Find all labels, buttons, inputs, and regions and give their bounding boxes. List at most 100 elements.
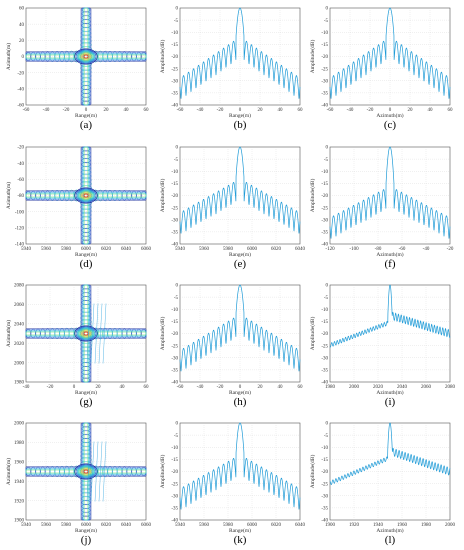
contour-streak: [94, 441, 99, 502]
y-tick-label: -40: [171, 519, 178, 524]
x-axis-label: Range(m): [229, 389, 251, 396]
y-axis-label: Azimuth(m): [5, 320, 12, 347]
panel-d: 5940 5960 5980 6000 6020 6040 6060 -20 -40 -60 -80…: [5, 146, 152, 270]
contour-lobe: [136, 466, 142, 477]
x-tick-label: 6040: [295, 247, 306, 252]
contour-peak-ring: [75, 49, 97, 64]
x-tick-label: -20: [447, 247, 454, 252]
x-tick-label: 1960: [397, 523, 408, 528]
y-tick-label: -20: [321, 470, 328, 475]
contour-lobe: [40, 190, 46, 201]
x-tick-label: 5960: [41, 247, 52, 252]
y-tick-label: 1980: [14, 441, 25, 446]
y-tick-label: -40: [321, 243, 328, 248]
y-tick-label: 2080: [14, 284, 25, 289]
contour-lobe: [69, 465, 75, 478]
x-tick-label: 6040: [121, 523, 132, 528]
x-tick-label: 5980: [61, 247, 72, 252]
x-tick-label: 5940: [21, 523, 32, 528]
y-tick-label: 0: [326, 422, 329, 427]
contour-peak-ring: [82, 192, 90, 199]
y-axis-label: Amplitude(dB): [159, 179, 166, 213]
contour-peak-ring: [74, 325, 98, 342]
x-tick-label: 2080: [445, 385, 456, 390]
y-axis-label: Amplitude(dB): [309, 179, 316, 213]
contour-lobe: [97, 50, 103, 63]
y-axis-label: Amplitude(dB): [309, 455, 316, 489]
x-tick-label: 1980: [325, 385, 336, 390]
y-axis-label: Azimuth(m): [5, 182, 12, 209]
contour-lobe: [40, 51, 46, 62]
panel-h: -60 -40 -20 0 20 40 600-5-10-15-20-25-30-35-40…: [159, 284, 303, 408]
y-tick-label: -100: [15, 210, 25, 215]
x-tick-label: 2000: [445, 523, 456, 528]
series-line: [329, 7, 451, 99]
y-tick-label: -80: [17, 194, 24, 199]
contour-peak-ring: [83, 469, 89, 474]
x-tick-label: 0: [239, 385, 242, 390]
y-tick-label: -20: [171, 470, 178, 475]
y-tick-label: 0: [22, 55, 25, 60]
x-tick-label: -60: [177, 108, 184, 113]
contour-peak-ring: [75, 464, 97, 479]
y-tick-label: -5: [174, 158, 179, 163]
panel-label: (k): [234, 534, 247, 546]
contour-lobe: [126, 466, 132, 477]
x-tick-label: 0: [239, 108, 242, 113]
panel-label: (g): [80, 396, 93, 408]
y-tick-label: -60: [17, 104, 24, 109]
y-axis-label: Amplitude(dB): [309, 40, 316, 74]
x-tick-label: 60: [298, 385, 304, 390]
contour-arm: [84, 7, 88, 106]
y-tick-label: -30: [171, 218, 178, 223]
y-tick-label: -20: [171, 332, 178, 337]
x-tick-label: 1900: [325, 523, 336, 528]
y-tick-label: -15: [171, 43, 178, 48]
y-tick-label: -15: [321, 320, 328, 325]
y-tick-label: -20: [171, 55, 178, 60]
y-tick-label: -10: [321, 31, 328, 36]
x-tick-label: 20: [408, 108, 414, 113]
x-tick-label: 6060: [141, 247, 152, 252]
y-tick-label: -25: [171, 482, 178, 487]
panel-label: (i): [385, 396, 396, 408]
contour-lobe: [136, 328, 142, 339]
x-tick-label: -80: [375, 247, 382, 252]
series-line: [179, 284, 301, 372]
y-tick-label: 0: [176, 146, 179, 151]
y-tick-label: -30: [321, 356, 328, 361]
y-tick-label: -25: [171, 344, 178, 349]
x-tick-label: 1920: [349, 523, 360, 528]
contour-lobe: [107, 328, 113, 339]
x-axis-label: Azimuth(m): [376, 389, 403, 396]
x-axis-label: Range(m): [229, 251, 251, 258]
y-tick-label: 2060: [14, 303, 25, 308]
x-tick-label: 6020: [271, 523, 282, 528]
contour-lobe: [126, 328, 132, 339]
contour-peak-ring: [82, 468, 90, 475]
x-tick-label: -40: [423, 247, 430, 252]
x-axis-label: Range(m): [229, 527, 251, 534]
series-line: [329, 422, 451, 485]
y-tick-label: -35: [321, 369, 328, 374]
panel-label: (b): [234, 119, 247, 131]
x-tick-label: 5960: [41, 523, 52, 528]
y-tick-label: -5: [324, 434, 329, 439]
x-tick-label: 5960: [199, 247, 210, 252]
y-tick-label: -35: [171, 507, 178, 512]
x-tick-label: 6040: [121, 247, 132, 252]
y-tick-label: -35: [321, 92, 328, 97]
y-tick-label: -60: [17, 178, 24, 183]
x-axis-label: Range(m): [75, 389, 97, 396]
y-tick-label: -15: [171, 458, 178, 463]
contour-lobe: [30, 190, 36, 201]
x-axis-label: Range(m): [75, 527, 97, 534]
x-tick-label: 40: [278, 108, 284, 113]
contour-streak: [98, 441, 103, 502]
x-tick-label: 5980: [223, 247, 234, 252]
contour-peak-ring: [74, 48, 98, 65]
x-tick-label: -60: [327, 108, 334, 113]
y-tick-label: -5: [324, 158, 329, 163]
contour-peak-ring: [80, 52, 92, 61]
contour-lobe: [35, 328, 41, 339]
